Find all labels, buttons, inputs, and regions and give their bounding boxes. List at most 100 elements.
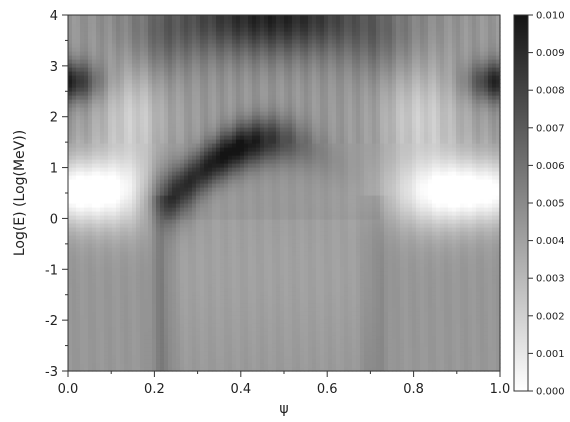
heatmap-cell [128, 99, 133, 104]
heatmap-cell [200, 55, 205, 60]
heatmap-cell [200, 115, 205, 120]
heatmap-cell [212, 99, 217, 104]
heatmap-cell [204, 195, 209, 200]
heatmap-cell [152, 355, 157, 360]
heatmap-cell [100, 323, 105, 328]
heatmap-cell [132, 99, 137, 104]
heatmap-cell [76, 367, 81, 372]
heatmap-cell [176, 147, 181, 152]
heatmap-cell [164, 287, 169, 292]
heatmap-cell [104, 119, 109, 124]
heatmap-cell [144, 79, 149, 84]
heatmap-cell [232, 75, 237, 80]
heatmap-cell [252, 319, 257, 324]
heatmap-cell [92, 43, 97, 48]
heatmap-cell [120, 87, 125, 92]
heatmap-cell [208, 355, 213, 360]
heatmap-cell [80, 143, 85, 148]
heatmap-cell [76, 179, 81, 184]
heatmap-cell [116, 311, 121, 316]
heatmap-cell [144, 191, 149, 196]
heatmap-cell [152, 55, 157, 60]
heatmap-cell [80, 151, 85, 156]
heatmap-cell [148, 123, 153, 128]
heatmap-cell [112, 75, 117, 80]
heatmap-cell [140, 335, 145, 340]
heatmap-cell [136, 27, 141, 32]
heatmap-cell [244, 23, 249, 28]
heatmap-cell [260, 63, 265, 68]
heatmap-cell [116, 43, 121, 48]
heatmap-cell [256, 367, 261, 372]
heatmap-cell [124, 19, 129, 24]
heatmap-cell [244, 119, 249, 124]
heatmap-cell [132, 147, 137, 152]
heatmap-cell [100, 47, 105, 52]
heatmap-cell [232, 347, 237, 352]
heatmap-cell [196, 239, 201, 244]
heatmap-cell [192, 55, 197, 60]
heatmap-cell [88, 39, 93, 44]
heatmap-cell [264, 303, 269, 308]
heatmap-cell [288, 267, 293, 272]
heatmap-cell [72, 271, 77, 276]
heatmap-cell [96, 103, 101, 108]
heatmap-cell [184, 71, 189, 76]
heatmap-cell [184, 175, 189, 180]
heatmap-cell [276, 171, 281, 176]
heatmap-cell [152, 263, 157, 268]
heatmap-cell [256, 215, 261, 220]
heatmap-cell [268, 31, 273, 36]
heatmap-cell [284, 95, 289, 100]
heatmap-cell [232, 339, 237, 344]
heatmap-cell [188, 95, 193, 100]
heatmap-cell [252, 287, 257, 292]
heatmap-cell [72, 155, 77, 160]
heatmap-cell [120, 327, 125, 332]
heatmap-cell [240, 295, 245, 300]
heatmap-cell [104, 339, 109, 344]
heatmap-cell [268, 87, 273, 92]
heatmap-cell [144, 291, 149, 296]
heatmap-cell [192, 267, 197, 272]
heatmap-cell [252, 99, 257, 104]
heatmap-cell [152, 191, 157, 196]
heatmap-cell [252, 55, 257, 60]
heatmap-cell [152, 167, 157, 172]
heatmap-cell [208, 227, 213, 232]
heatmap-cell [152, 103, 157, 108]
heatmap-cell [252, 211, 257, 216]
heatmap-cell [236, 247, 241, 252]
heatmap-cell [288, 271, 293, 276]
heatmap-cell [280, 151, 285, 156]
heatmap-cell [288, 31, 293, 36]
heatmap-cell [112, 219, 117, 224]
heatmap-cell [204, 319, 209, 324]
heatmap-cell [164, 31, 169, 36]
heatmap-cell [232, 39, 237, 44]
heatmap-cell [176, 247, 181, 252]
heatmap-cell [152, 271, 157, 276]
heatmap-cell [220, 135, 225, 140]
heatmap-cell [72, 267, 77, 272]
heatmap-cell [232, 91, 237, 96]
heatmap-cell [152, 283, 157, 288]
heatmap-cell [248, 323, 253, 328]
heatmap-cell [132, 167, 137, 172]
heatmap-cell [96, 107, 101, 112]
heatmap-cell [68, 339, 73, 344]
heatmap-cell [208, 195, 213, 200]
heatmap-cell [268, 195, 273, 200]
heatmap-cell [132, 171, 137, 176]
heatmap-cell [212, 79, 217, 84]
heatmap-cell [192, 19, 197, 24]
heatmap-cell [144, 135, 149, 140]
heatmap-cell [196, 323, 201, 328]
heatmap-cell [172, 227, 177, 232]
heatmap-cell [264, 135, 269, 140]
heatmap-cell [108, 211, 113, 216]
heatmap-cell [208, 135, 213, 140]
heatmap-cell [240, 43, 245, 48]
heatmap-cell [100, 115, 105, 120]
heatmap-cell [112, 59, 117, 64]
